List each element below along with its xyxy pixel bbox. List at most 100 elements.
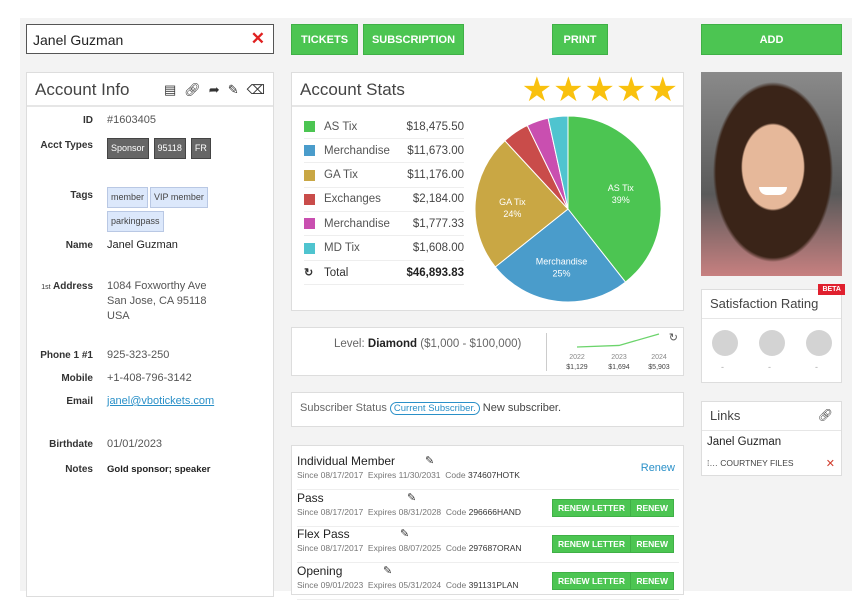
links-item[interactable]: ⁞… COURTNEY FILES xyxy=(707,458,794,468)
legend-amount: $2,184.00 xyxy=(412,193,464,206)
renew-letter-button[interactable]: RENEW LETTER xyxy=(551,535,631,553)
expires: Expires 08/31/2028 xyxy=(367,506,442,517)
tags: member VIP member parkingpass xyxy=(107,187,237,235)
pencil-icon[interactable]: ✎ xyxy=(383,564,393,577)
pie-slice[interactable] xyxy=(474,140,569,268)
address-line: USA xyxy=(107,310,130,322)
pie-slice[interactable] xyxy=(567,115,662,283)
renew-button[interactable]: RENEW xyxy=(630,498,674,517)
neutral-score: - xyxy=(768,362,771,372)
tag[interactable]: VIP member xyxy=(150,187,208,208)
subscription-button[interactable]: SUBSCRIPTION xyxy=(363,24,464,55)
pencil-icon[interactable]: ✎ xyxy=(227,82,239,97)
remove-link-icon[interactable]: ✕ xyxy=(825,458,835,470)
close-icon[interactable]: ✕ xyxy=(250,29,265,48)
notes-label: Notes xyxy=(65,464,93,475)
link-icon[interactable]: 🔗︎ xyxy=(184,82,201,97)
star-icon[interactable]: ★ xyxy=(616,71,647,109)
birthdate-value: 01/01/2023 xyxy=(107,438,163,450)
mobile-value: +1-408-796-3142 xyxy=(107,372,192,384)
address-prefix: 1st xyxy=(41,284,51,291)
star-icon[interactable]: ★ xyxy=(584,71,616,109)
phone-value: 925-323-250 xyxy=(107,349,170,361)
legend-label: Exchanges xyxy=(324,193,381,206)
legend-swatch xyxy=(304,218,315,230)
code-label: Code xyxy=(445,579,467,590)
pencil-icon[interactable]: ✎ xyxy=(425,455,435,467)
renew-link[interactable]: Renew xyxy=(640,462,675,474)
legend-swatch xyxy=(304,145,315,157)
legend-amount: $1,777.33 xyxy=(412,217,464,230)
notes-value: Gold sponsor; speaker xyxy=(107,464,211,475)
memberships-panel: Individual Member ✎ Since 08/17/2017 Exp… xyxy=(291,445,684,600)
name-value: Janel Guzman xyxy=(107,239,178,251)
legend-amount: $11,176.00 xyxy=(407,169,464,182)
code-label: Code xyxy=(445,506,467,517)
code-label: Code xyxy=(445,543,467,553)
id-value: #1603405 xyxy=(107,114,156,126)
trend-year: 2024 xyxy=(651,354,667,361)
membership-row: Pass ✎ Since 08/17/2017 Expires 08/31/20… xyxy=(297,491,679,527)
address-line: 1084 Foxworthy Ave xyxy=(107,280,207,292)
pencil-icon[interactable]: ✎ xyxy=(400,528,410,540)
name-label: Name xyxy=(65,240,93,251)
search-input[interactable]: Janel Guzman ✕ xyxy=(26,24,274,54)
acct-type-badge: 95118 xyxy=(153,138,186,159)
links-item-label: COURTNEY FILES xyxy=(720,458,794,468)
star-icon[interactable]: ★ xyxy=(647,71,678,109)
pie-label: GA Tix xyxy=(499,197,526,207)
legend-label: Merchandise xyxy=(324,217,390,230)
refresh-icon[interactable]: ↻ xyxy=(304,267,314,279)
photo-smile xyxy=(759,187,787,195)
level-range: ($1,000 - $100,000) xyxy=(420,338,522,350)
happy-face-icon[interactable] xyxy=(712,330,738,356)
refresh-icon[interactable]: ↻ xyxy=(668,332,678,344)
pie-slice[interactable] xyxy=(494,208,627,303)
renew-letter-button[interactable]: RENEW LETTER xyxy=(551,571,631,590)
tag[interactable]: parkingpass xyxy=(107,211,164,232)
eraser-icon[interactable]: ⌫ xyxy=(246,82,265,97)
pie-slice[interactable] xyxy=(547,115,569,210)
satisfaction-panel: Satisfaction Rating BETA - - - xyxy=(701,284,845,383)
add-button[interactable]: ADD xyxy=(701,24,842,55)
pie-chart: AS Tix 39% Merchandise 25% GA Tix 24% xyxy=(474,115,662,303)
renew-button[interactable]: RENEW xyxy=(630,571,674,590)
code-label: Code xyxy=(445,470,466,480)
subscriber-text: New subscriber. xyxy=(482,402,562,414)
membership-details: Since 08/17/2017 Expires 08/31/2028 Code… xyxy=(297,507,679,517)
share-icon[interactable]: ➦ xyxy=(208,82,220,97)
links-panel: Links 🔗︎ Janel Guzman ⁞… COURTNEY FILES … xyxy=(701,401,842,476)
trend-year: 2022 xyxy=(569,354,585,361)
trend-value: $1,129 xyxy=(566,364,588,371)
pencil-icon[interactable]: ✎ xyxy=(407,491,417,504)
print-button[interactable]: PRINT xyxy=(552,24,608,55)
tag[interactable]: member xyxy=(107,187,149,208)
star-icon[interactable]: ★ xyxy=(521,71,553,109)
sad-score: - xyxy=(815,362,818,372)
since: Since 08/17/2017 xyxy=(297,470,364,480)
renew-letter-button[interactable]: RENEW LETTER xyxy=(551,498,631,517)
neutral-face-icon[interactable] xyxy=(759,330,785,356)
contact-book-icon[interactable]: ▤ xyxy=(163,82,177,97)
email-label: Email xyxy=(66,396,93,407)
account-stats-title: Account Stats xyxy=(300,80,405,99)
since: Since 09/01/2023 xyxy=(297,579,364,590)
star-icon[interactable]: ★ xyxy=(553,71,584,109)
membership-details: Since 08/17/2017 Expires 08/07/2025 Code… xyxy=(297,543,679,553)
membership-name: Opening xyxy=(297,563,343,578)
legend-label: GA Tix xyxy=(324,169,358,182)
tickets-button[interactable]: TICKETS xyxy=(291,24,358,55)
code: 297687ORAN xyxy=(468,543,522,553)
sad-face-icon[interactable] xyxy=(806,330,832,356)
level-name: Diamond xyxy=(367,338,418,350)
legend-row: Merchandise $1,777.33 xyxy=(304,212,464,237)
legend-row: MD Tix $1,608.00 xyxy=(304,237,464,261)
subscriber-badge: Current Subscriber. xyxy=(389,402,480,415)
renew-button[interactable]: RENEW xyxy=(630,535,674,553)
expires: Expires 08/07/2025 xyxy=(367,543,442,553)
acct-type-badge: FR xyxy=(190,138,211,159)
email-link[interactable]: janel@vbotickets.com xyxy=(107,395,215,407)
legend-row: Merchandise $11,673.00 xyxy=(304,139,464,164)
beta-badge: BETA xyxy=(818,284,845,295)
link-icon[interactable]: 🔗︎ xyxy=(817,408,833,422)
